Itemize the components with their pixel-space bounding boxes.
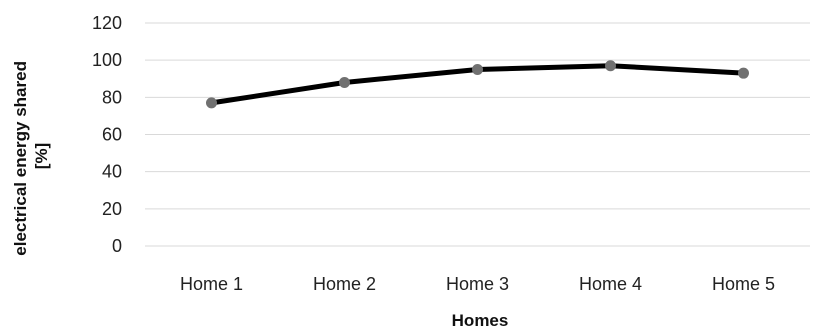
data-point-home-1 [206, 97, 217, 109]
y-tick-label-60: 60 [102, 125, 122, 145]
gridlines [145, 22, 810, 247]
y-axis-title-line-1: electrical energy shared [11, 61, 30, 256]
x-tick-label-1: Home 1 [180, 274, 243, 294]
series [206, 60, 749, 109]
x-axis-tick-labels: Home 1 Home 2 Home 3 Home 4 Home 5 [180, 274, 775, 294]
data-point-home-3 [472, 63, 483, 75]
data-point-home-5 [738, 67, 749, 79]
data-point-home-4 [605, 60, 616, 72]
x-tick-label-4: Home 4 [579, 274, 642, 294]
x-tick-label-3: Home 3 [446, 274, 509, 294]
y-tick-label-0: 0 [112, 236, 122, 256]
y-tick-label-20: 20 [102, 199, 122, 219]
y-tick-label-80: 80 [102, 87, 122, 107]
y-axis-title-line-2: [%] [32, 143, 51, 169]
x-axis-title: Homes [452, 311, 509, 330]
data-point-home-2 [339, 76, 350, 88]
y-axis-tick-labels: 0 20 40 60 80 100 120 [92, 13, 122, 256]
x-tick-label-5: Home 5 [712, 274, 775, 294]
y-tick-label-100: 100 [92, 50, 122, 70]
x-tick-label-2: Home 2 [313, 274, 376, 294]
y-tick-label-40: 40 [102, 162, 122, 182]
y-tick-label-120: 120 [92, 13, 122, 33]
y-axis-title: electrical energy shared [%] [11, 56, 51, 255]
